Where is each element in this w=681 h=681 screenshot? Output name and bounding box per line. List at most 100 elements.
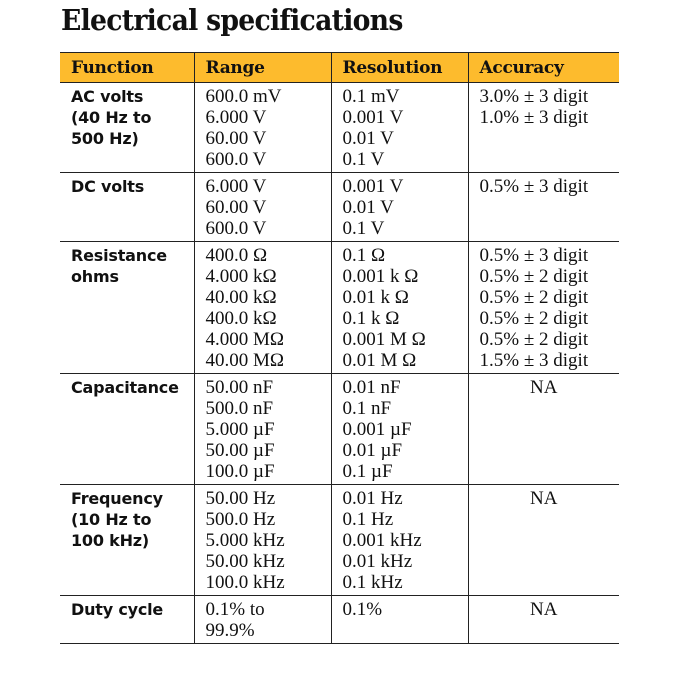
accuracy-line: 0.5% ± 3 digit <box>479 245 589 266</box>
resolution-line: 0.1 V <box>342 218 385 239</box>
range-line: 60.00 V <box>205 197 267 218</box>
function-line: Resistance <box>71 246 167 265</box>
accuracy-line: NA <box>530 377 558 398</box>
header-function: Function <box>60 52 194 83</box>
resolution-line: 0.01 V <box>342 128 394 149</box>
function-line: 100 kHz) <box>71 531 150 550</box>
accuracy-line: 0.5% ± 2 digit <box>479 329 589 350</box>
resolution-line: 0.1 Ω <box>342 245 386 266</box>
resolution-cell: 0.1 mV 0.001 V 0.01 V 0.1 V <box>330 82 468 173</box>
table-row: Frequency (10 Hz to 100 kHz) 50.00 Hz 500.0 … <box>60 484 619 596</box>
resolution-cell: 0.1 Ω 0.001 k Ω 0.01 k Ω 0.1 k Ω 0.001 M Ω 0.… <box>330 241 468 374</box>
accuracy-line: NA <box>530 599 558 620</box>
resolution-line: 0.001 k Ω <box>342 266 419 287</box>
range-line: 400.0 kΩ <box>205 308 277 329</box>
range-cell: 0.1% to 99.9% <box>193 595 331 644</box>
table-row: Resistance ohms 400.0 Ω 4.000 kΩ 40.00 kΩ 400… <box>60 241 619 374</box>
specifications-table: Function Range Resolution Accuracy AC vo… <box>60 52 619 644</box>
accuracy-cell: 3.0% ± 3 digit 1.0% ± 3 digit <box>467 82 619 173</box>
range-line: 500.0 nF <box>205 398 274 419</box>
accuracy-line: 1.0% ± 3 digit <box>479 107 589 128</box>
accuracy-cell: 0.5% ± 3 digit 0.5% ± 2 digit 0.5% ± 2 dig… <box>467 241 619 374</box>
range-line: 50.00 µF <box>205 440 275 461</box>
resolution-cell: 0.01 Hz 0.1 Hz 0.001 kHz 0.01 kHz 0.1 kHz <box>330 484 468 596</box>
table-header-row: Function Range Resolution Accuracy <box>60 52 619 83</box>
table-row: DC volts 6.000 V 60.00 V 600.0 V 0.001 V 0.01… <box>60 172 619 242</box>
range-line: 4.000 MΩ <box>205 329 285 350</box>
range-line: 500.0 Hz <box>205 509 276 530</box>
accuracy-cell: NA <box>467 484 619 596</box>
resolution-line: 0.1 kHz <box>342 572 403 593</box>
resolution-line: 0.01 M Ω <box>342 350 417 371</box>
range-line: 400.0 Ω <box>205 245 268 266</box>
header-range: Range <box>193 52 331 83</box>
resolution-line: 0.01 Hz <box>342 488 403 509</box>
range-cell: 400.0 Ω 4.000 kΩ 40.00 kΩ 400.0 kΩ 4.000 MΩ 4… <box>193 241 331 374</box>
resolution-cell: 0.01 nF 0.1 nF 0.001 µF 0.01 µF 0.1 µF <box>330 373 468 485</box>
table-row: Capacitance 50.00 nF 500.0 nF 5.000 µF 50.00… <box>60 373 619 485</box>
resolution-line: 0.1 Hz <box>342 509 394 530</box>
header-resolution: Resolution <box>330 52 468 83</box>
resolution-line: 0.1 V <box>342 149 385 170</box>
resolution-line: 0.01 V <box>342 197 394 218</box>
accuracy-line: 3.0% ± 3 digit <box>479 86 589 107</box>
resolution-line: 0.001 V <box>342 107 404 128</box>
page-title: Electrical specifications <box>61 3 403 37</box>
function-cell: Capacitance <box>60 373 194 485</box>
range-line: 0.1% to <box>205 599 265 620</box>
resolution-line: 0.1 µF <box>342 461 393 482</box>
function-line: 500 Hz) <box>71 129 139 148</box>
table-row: Duty cycle 0.1% to 99.9% 0.1% NA <box>60 595 619 644</box>
function-cell: AC volts (40 Hz to 500 Hz) <box>60 82 194 173</box>
resolution-line: 0.1 mV <box>342 86 400 107</box>
range-line: 6.000 V <box>205 107 267 128</box>
resolution-line: 0.01 kHz <box>342 551 413 572</box>
resolution-line: 0.1 nF <box>342 398 392 419</box>
resolution-line: 0.01 nF <box>342 377 401 398</box>
accuracy-line: 0.5% ± 2 digit <box>479 287 589 308</box>
function-line: (40 Hz to <box>71 108 152 127</box>
accuracy-line: 0.5% ± 3 digit <box>479 176 589 197</box>
range-line: 50.00 Hz <box>205 488 276 509</box>
range-line: 4.000 kΩ <box>205 266 277 287</box>
accuracy-cell: NA <box>467 595 619 644</box>
range-line: 100.0 kHz <box>205 572 285 593</box>
function-line: (10 Hz to <box>71 510 152 529</box>
resolution-line: 0.1 k Ω <box>342 308 400 329</box>
accuracy-line: 0.5% ± 2 digit <box>479 266 589 287</box>
range-line: 40.00 kΩ <box>205 287 277 308</box>
resolution-line: 0.1% <box>342 599 383 620</box>
function-line: Frequency <box>71 489 163 508</box>
range-line: 600.0 mV <box>205 86 282 107</box>
function-line: AC volts <box>71 87 144 106</box>
resolution-line: 0.001 µF <box>342 419 412 440</box>
accuracy-cell: 0.5% ± 3 digit <box>467 172 619 242</box>
range-line: 60.00 V <box>205 128 267 149</box>
function-cell: DC volts <box>60 172 194 242</box>
range-cell: 6.000 V 60.00 V 600.0 V <box>193 172 331 242</box>
range-line: 5.000 µF <box>205 419 275 440</box>
range-line: 50.00 nF <box>205 377 274 398</box>
resolution-line: 0.001 M Ω <box>342 329 426 350</box>
range-cell: 50.00 nF 500.0 nF 5.000 µF 50.00 µF 100.0 µF <box>193 373 331 485</box>
range-line: 5.000 kHz <box>205 530 285 551</box>
range-line: 50.00 kHz <box>205 551 285 572</box>
resolution-cell: 0.001 V 0.01 V 0.1 V <box>330 172 468 242</box>
accuracy-line: 0.5% ± 2 digit <box>479 308 589 329</box>
resolution-line: 0.01 µF <box>342 440 403 461</box>
function-cell: Frequency (10 Hz to 100 kHz) <box>60 484 194 596</box>
function-line: DC volts <box>71 177 145 196</box>
range-line: 99.9% <box>205 620 255 641</box>
range-line: 600.0 V <box>205 149 267 170</box>
range-line: 100.0 µF <box>205 461 275 482</box>
resolution-cell: 0.1% <box>330 595 468 644</box>
function-line: Capacitance <box>71 378 179 397</box>
accuracy-cell: NA <box>467 373 619 485</box>
function-cell: Duty cycle <box>60 595 194 644</box>
range-line: 600.0 V <box>205 218 267 239</box>
function-line: ohms <box>71 267 119 286</box>
range-cell: 600.0 mV 6.000 V 60.00 V 600.0 V <box>193 82 331 173</box>
resolution-line: 0.001 kHz <box>342 530 422 551</box>
range-line: 6.000 V <box>205 176 267 197</box>
function-cell: Resistance ohms <box>60 241 194 374</box>
